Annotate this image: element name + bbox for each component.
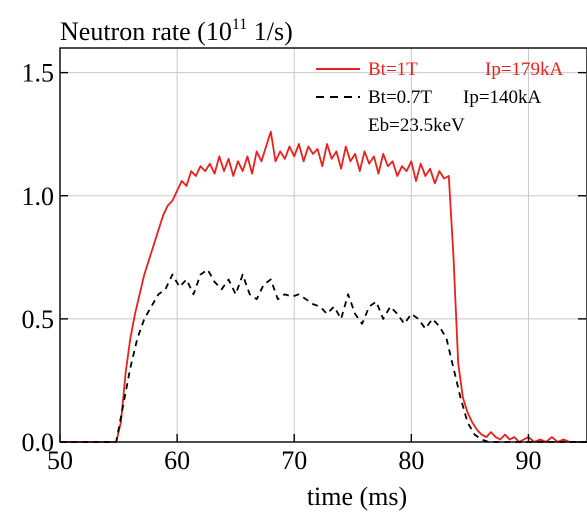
x-tick-label: 80	[398, 446, 424, 475]
x-tick-label: 50	[47, 446, 73, 475]
series-line-1	[60, 268, 587, 443]
grid-lines	[60, 48, 587, 442]
series-line-0	[60, 130, 587, 443]
y-tick-label: 0.5	[22, 305, 55, 334]
chart-title-exponent: 11	[232, 16, 247, 33]
y-tick-label: 1.0	[22, 182, 55, 211]
legend-label-bt1t-field: Bt=1T	[368, 59, 418, 80]
chart-title-prefix: Neutron rate (10	[60, 17, 232, 46]
chart-title: Neutron rate (1011 1/s)	[60, 16, 293, 46]
x-tick-label: 90	[515, 446, 541, 475]
x-axis-label: time (ms)	[307, 482, 407, 511]
beam-energy-label: Eb=23.5keV	[368, 115, 465, 136]
axis-ticks	[59, 71, 586, 443]
axis-tick-labels: 50 60 70 80 90 0.0 0.5 1.0 1.5	[22, 59, 542, 475]
x-tick-label: 70	[281, 446, 307, 475]
legend: Bt=1T Ip=179kA Bt=0.7T Ip=140kA Eb=23.5k…	[316, 59, 564, 136]
legend-label-bt1t-current: Ip=179kA	[485, 59, 564, 80]
plot-frame	[59, 47, 587, 443]
x-tick-label: 60	[164, 446, 190, 475]
series-layer	[60, 130, 587, 443]
y-tick-label: 0.0	[22, 428, 55, 457]
legend-label-bt07t-field: Bt=0.7T	[368, 87, 432, 108]
y-tick-label: 1.5	[22, 59, 55, 88]
chart-title-suffix: 1/s)	[247, 17, 293, 46]
legend-label-bt07t-current: Ip=140kA	[463, 87, 542, 108]
